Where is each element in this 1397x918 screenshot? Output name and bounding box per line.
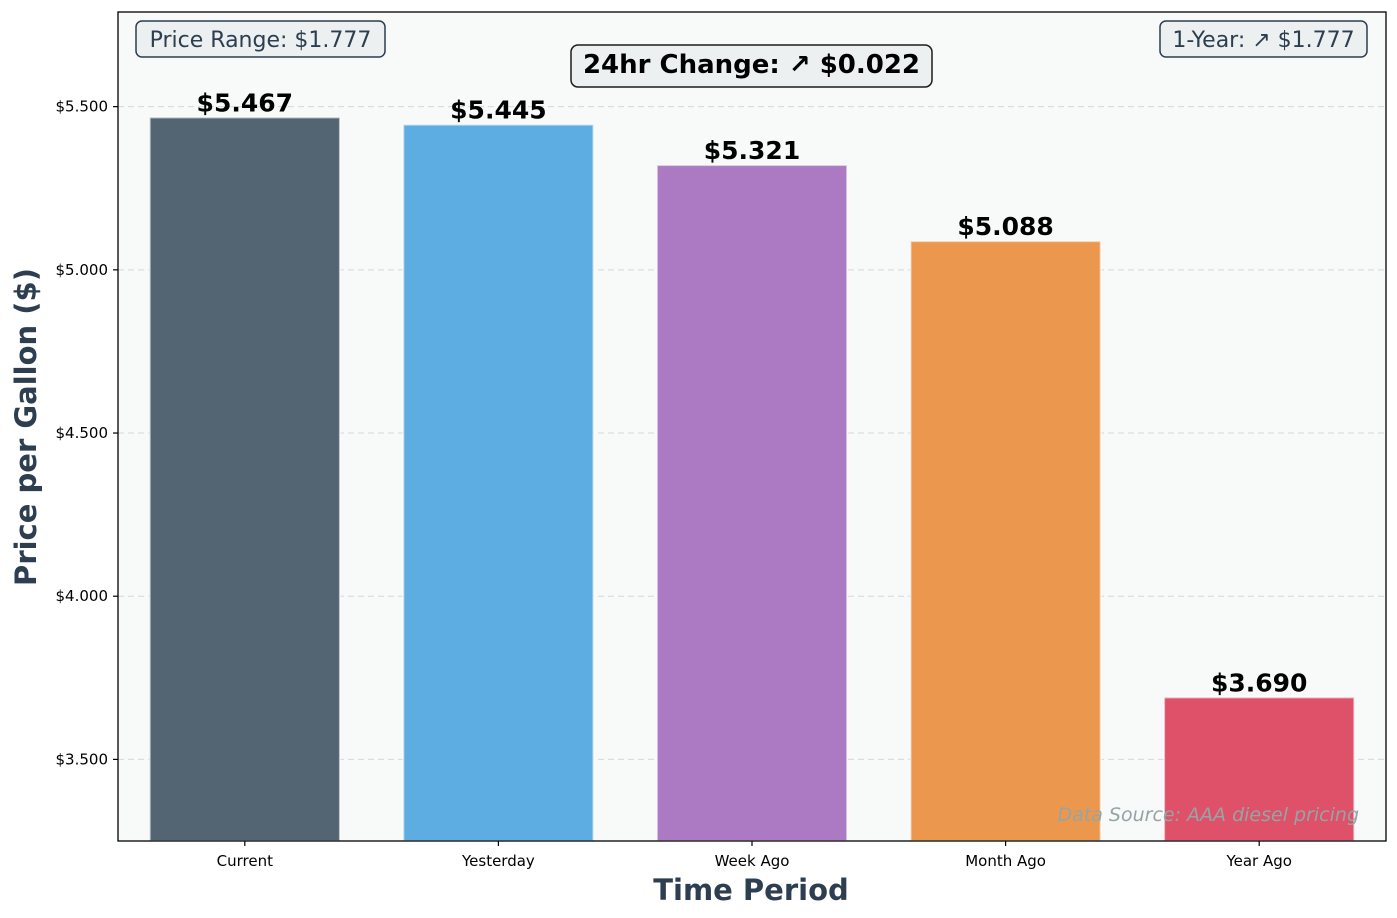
y-tick-label: $5.000 <box>56 261 109 279</box>
data-source-note: Data Source: AAA diesel pricing <box>1058 804 1359 826</box>
x-tick-label: Year Ago <box>1225 852 1292 870</box>
y-axis-title: Price per Gallon ($) <box>9 268 43 586</box>
bars <box>148 116 1356 843</box>
x-axis-title: Time Period <box>653 873 849 907</box>
change-24hr-text: 24hr Change: ↗ $0.022 <box>583 50 920 80</box>
y-tick-label: $4.500 <box>56 424 109 442</box>
bar-week-ago <box>655 164 849 842</box>
one-year-badge: 1-Year: ↗ $1.777 <box>1159 20 1368 58</box>
x-axis-ticks: Current Yesterday Week Ago Month Ago Year Ag… <box>217 841 1292 870</box>
y-tick-label: $4.000 <box>56 587 109 605</box>
x-tick-label: Yesterday <box>461 852 535 870</box>
y-tick-label: $3.500 <box>56 750 109 768</box>
bar-value-label: $5.445 <box>450 96 546 125</box>
bar-value-label: $5.321 <box>704 136 800 165</box>
bar-value-label: $3.690 <box>1211 668 1307 697</box>
bar-value-label: $5.467 <box>197 88 293 117</box>
x-tick-label: Current <box>217 852 273 870</box>
change-24hr-badge: 24hr Change: ↗ $0.022 <box>570 44 933 88</box>
bar-yesterday <box>402 123 595 842</box>
price-range-text: Price Range: $1.777 <box>150 28 372 53</box>
price-range-badge: Price Range: $1.777 <box>135 20 386 58</box>
bar-year-ago <box>1163 696 1356 842</box>
one-year-text: 1-Year: ↗ $1.777 <box>1172 28 1354 53</box>
value-labels: $5.467 $5.445 $5.321 $5.088 $3.690 <box>197 88 1308 697</box>
y-axis-ticks: $3.500 $4.000 $4.500 $5.000 $5.500 <box>56 98 118 768</box>
y-tick-label: $5.500 <box>56 98 109 116</box>
bar-value-label: $5.088 <box>957 212 1053 241</box>
bar-current <box>148 116 341 842</box>
bar-month-ago <box>909 240 1102 843</box>
x-tick-label: Week Ago <box>715 852 790 870</box>
x-tick-label: Month Ago <box>965 852 1046 870</box>
